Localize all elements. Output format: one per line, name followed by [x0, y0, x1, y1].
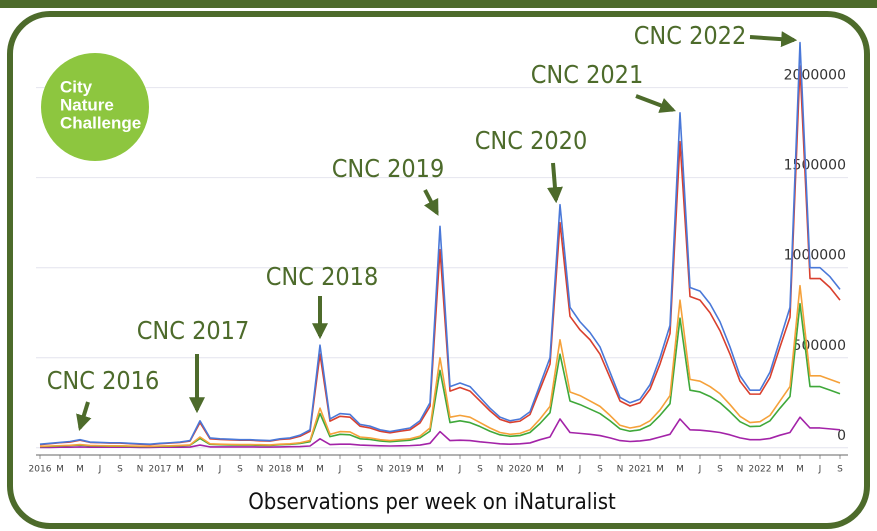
top-strip — [0, 0, 877, 8]
x-tick-label: M — [56, 465, 64, 475]
x-tick-label: M — [416, 465, 424, 475]
x-tick-label: J — [818, 465, 822, 475]
annotation: CNC 2022 — [634, 21, 747, 50]
x-tick-label: M — [776, 465, 784, 475]
y-tick-label: 0 — [837, 428, 846, 444]
x-tick-label: S — [717, 465, 723, 475]
x-tick-label: J — [458, 465, 462, 475]
x-tick-label: J — [698, 465, 702, 475]
x-tick-label: S — [117, 465, 123, 475]
annotation: CNC 2017 — [137, 316, 250, 345]
x-tick-label: M — [796, 465, 804, 475]
x-tick-label: J — [218, 465, 222, 475]
x-tick-label: 2017 — [149, 465, 172, 475]
y-tick-label: 2000000 — [784, 68, 846, 84]
logo-badge — [41, 53, 149, 161]
plot-area: 0 500000 1000000 1500000 2000000 2016 M M J S N 201… — [29, 41, 848, 475]
x-tick-label: M — [196, 465, 204, 475]
x-tick-label: J — [578, 465, 582, 475]
series-line — [39, 41, 841, 445]
x-tick-label: M — [536, 465, 544, 475]
x-tick-label: 2019 — [389, 465, 412, 475]
x-tick-label: N — [257, 465, 264, 475]
series-line — [40, 416, 841, 449]
x-tick-label: N — [137, 465, 144, 475]
x-tick-label: N — [617, 465, 624, 475]
logo-text: Challenge — [60, 113, 141, 132]
annotation: CNC 2021 — [531, 60, 644, 89]
x-tick-label: M — [76, 465, 84, 475]
x-tick-label: N — [737, 465, 744, 475]
x-tick-label: S — [597, 465, 603, 475]
annotation: CNC 2016 — [47, 366, 160, 395]
x-tick-label: N — [497, 465, 504, 475]
x-tick-label: M — [176, 465, 184, 475]
annotation-arrow — [76, 401, 92, 432]
x-tick-label: S — [357, 465, 363, 475]
y-tick-label: 1500000 — [784, 158, 846, 174]
x-tick-label: M — [436, 465, 444, 475]
x-tick-label: S — [837, 465, 843, 475]
y-tick-label: 500000 — [793, 338, 846, 354]
x-tick-label: 2021 — [629, 465, 652, 475]
x-tick-label: J — [98, 465, 102, 475]
logo-text: Nature — [60, 95, 114, 114]
caption: Observations per week on iNaturalist — [248, 490, 616, 515]
logo: City Nature Challenge — [41, 53, 149, 161]
x-tick-label: 2018 — [269, 465, 292, 475]
annotation: CNC 2019 — [332, 154, 445, 183]
x-tick-label: M — [676, 465, 684, 475]
x-tick-label: M — [316, 465, 324, 475]
annotation-arrow — [546, 162, 563, 204]
x-tick-label: M — [656, 465, 664, 475]
annotation-arrow — [635, 94, 676, 113]
annotation: CNC 2020 — [475, 126, 588, 155]
x-tick-label: M — [296, 465, 304, 475]
x-tick-label: S — [237, 465, 243, 475]
logo-text: City — [60, 77, 93, 96]
x-tick-label: 2016 — [29, 465, 52, 475]
x-tick-label: M — [556, 465, 564, 475]
series-line — [39, 284, 841, 448]
x-tick-label: S — [477, 465, 483, 475]
annotation-arrow — [423, 189, 439, 216]
x-tick-label: 2022 — [749, 465, 772, 475]
x-tick-label: N — [377, 465, 384, 475]
y-tick-label: 1000000 — [784, 248, 846, 264]
x-tick-label: J — [338, 465, 342, 475]
annotation: CNC 2018 — [266, 262, 379, 291]
x-tick-label: 2020 — [509, 465, 532, 475]
annotation-arrow — [749, 31, 798, 48]
